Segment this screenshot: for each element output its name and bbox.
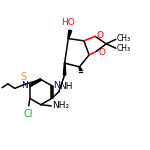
Text: CH₃: CH₃ (117, 45, 131, 54)
Text: NH₂: NH₂ (52, 101, 69, 110)
Text: S: S (21, 72, 27, 82)
Polygon shape (68, 30, 72, 39)
Text: Cl: Cl (24, 108, 33, 119)
Polygon shape (63, 63, 66, 75)
Text: N: N (54, 81, 60, 90)
Text: O: O (98, 48, 105, 57)
Text: HO: HO (61, 18, 75, 27)
Text: O: O (97, 31, 104, 40)
Text: CH₃: CH₃ (117, 34, 131, 43)
Text: NH: NH (59, 82, 73, 91)
Text: N: N (21, 81, 28, 90)
